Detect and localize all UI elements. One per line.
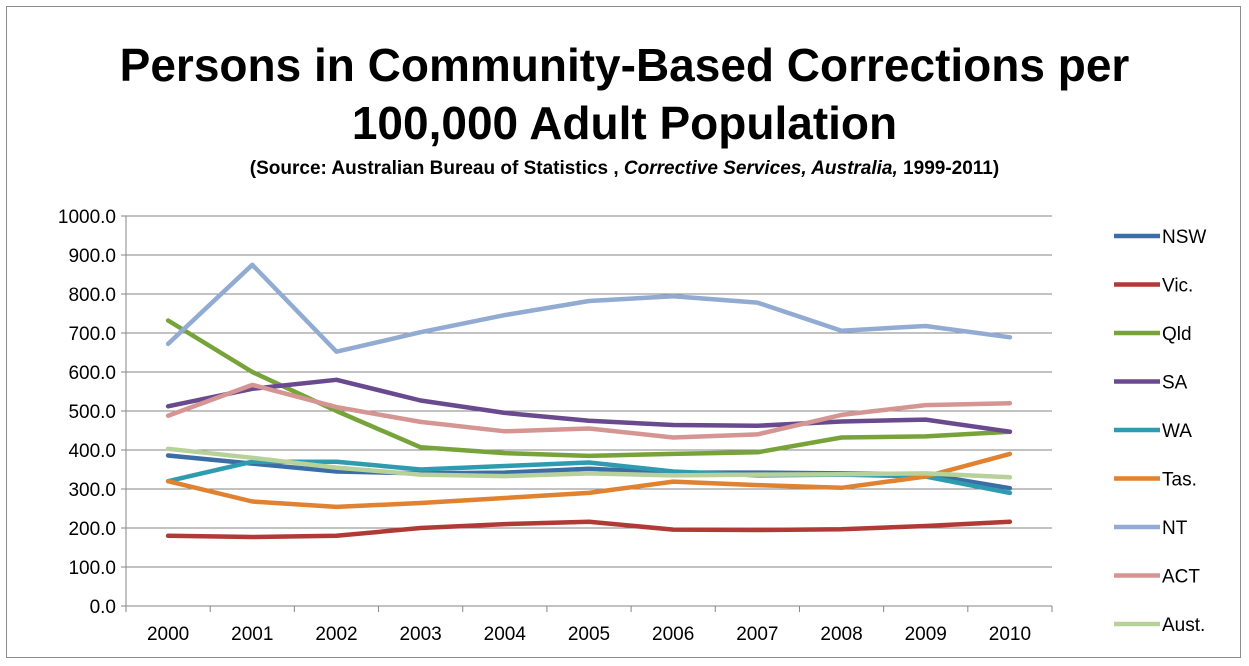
y-tick-label: 400.0 (68, 441, 116, 462)
y-tick-label: 500.0 (68, 402, 116, 423)
y-tick-label: 200.0 (68, 519, 116, 540)
x-tick-label: 2006 (652, 624, 694, 645)
legend-item: WA (1114, 421, 1192, 442)
series-line-vic (165, 519, 1013, 540)
series-line-act (165, 382, 1013, 440)
y-tick-label: 100.0 (68, 558, 116, 579)
legend: NSW Vic. Qld SA WA Tas. NT ACT Aust. (1114, 227, 1206, 636)
legend-label: ACT (1162, 567, 1200, 588)
subtitle-years: 1999-2011) (897, 158, 1000, 179)
legend-item: SA (1114, 373, 1188, 394)
subtitle-publication: Corrective Services, Australia, (623, 158, 898, 179)
x-tick-label: 2002 (315, 624, 357, 645)
chart-title-line-1: Persons in Community-Based Corrections p… (119, 39, 1130, 91)
y-tick-label: 900.0 (68, 246, 116, 267)
chart-subtitle: (Source: Australian Bureau of Statistics… (0, 158, 1249, 180)
x-tick-label: 2003 (399, 624, 441, 645)
x-tick-label: 2001 (231, 624, 273, 645)
legend-item: NSW (1114, 227, 1206, 248)
x-tick-label: 2010 (989, 624, 1031, 645)
legend-item: NT (1114, 518, 1188, 539)
series-line-tas (165, 451, 1013, 510)
series-line-sa (165, 377, 1013, 434)
y-tick-label: 300.0 (68, 480, 116, 501)
axes: 0.0 100.0 200.0 300.0 400.0 500.0 600.0 700.0 80… (58, 207, 1053, 645)
series-line-qld (165, 318, 1013, 459)
legend-label: WA (1162, 421, 1192, 442)
legend-item: Vic. (1114, 276, 1193, 297)
legend-item: Aust. (1114, 615, 1205, 636)
x-tick-label: 2005 (568, 624, 610, 645)
chart-frame (6, 6, 1241, 658)
gridlines (126, 215, 1052, 568)
chart-title-block: Persons in Community-Based Corrections p… (0, 36, 1249, 180)
chart-title-line-2: 100,000 Adult Population (351, 97, 898, 149)
legend-item: ACT (1114, 567, 1200, 588)
x-tick-label: 2008 (820, 624, 862, 645)
legend-label: SA (1162, 373, 1188, 394)
legend-item: Tas. (1114, 470, 1197, 491)
legend-item: Qld (1114, 324, 1192, 345)
y-tick-label: 0.0 (90, 597, 116, 618)
y-tick-label: 800.0 (68, 285, 116, 306)
legend-label: NT (1162, 518, 1188, 539)
x-tick-label: 2000 (147, 624, 189, 645)
legend-label: Aust. (1162, 615, 1205, 636)
y-tick-label: 600.0 (68, 363, 116, 384)
series-line-aust (165, 446, 1013, 480)
legend-label: NSW (1162, 227, 1206, 248)
legend-label: Vic. (1162, 276, 1193, 297)
legend-label: Tas. (1162, 470, 1197, 491)
series-line-nt (165, 262, 1013, 354)
x-tick-label: 2009 (905, 624, 947, 645)
subtitle-source: (Source: Australian Bureau of Statistics… (249, 158, 624, 179)
x-tick-label: 2007 (736, 624, 778, 645)
x-tick-label: 2004 (484, 624, 527, 645)
y-tick-label: 1000.0 (58, 207, 116, 228)
legend-label: Qld (1162, 324, 1192, 345)
series-lines (165, 262, 1013, 540)
y-tick-label: 700.0 (68, 324, 116, 345)
